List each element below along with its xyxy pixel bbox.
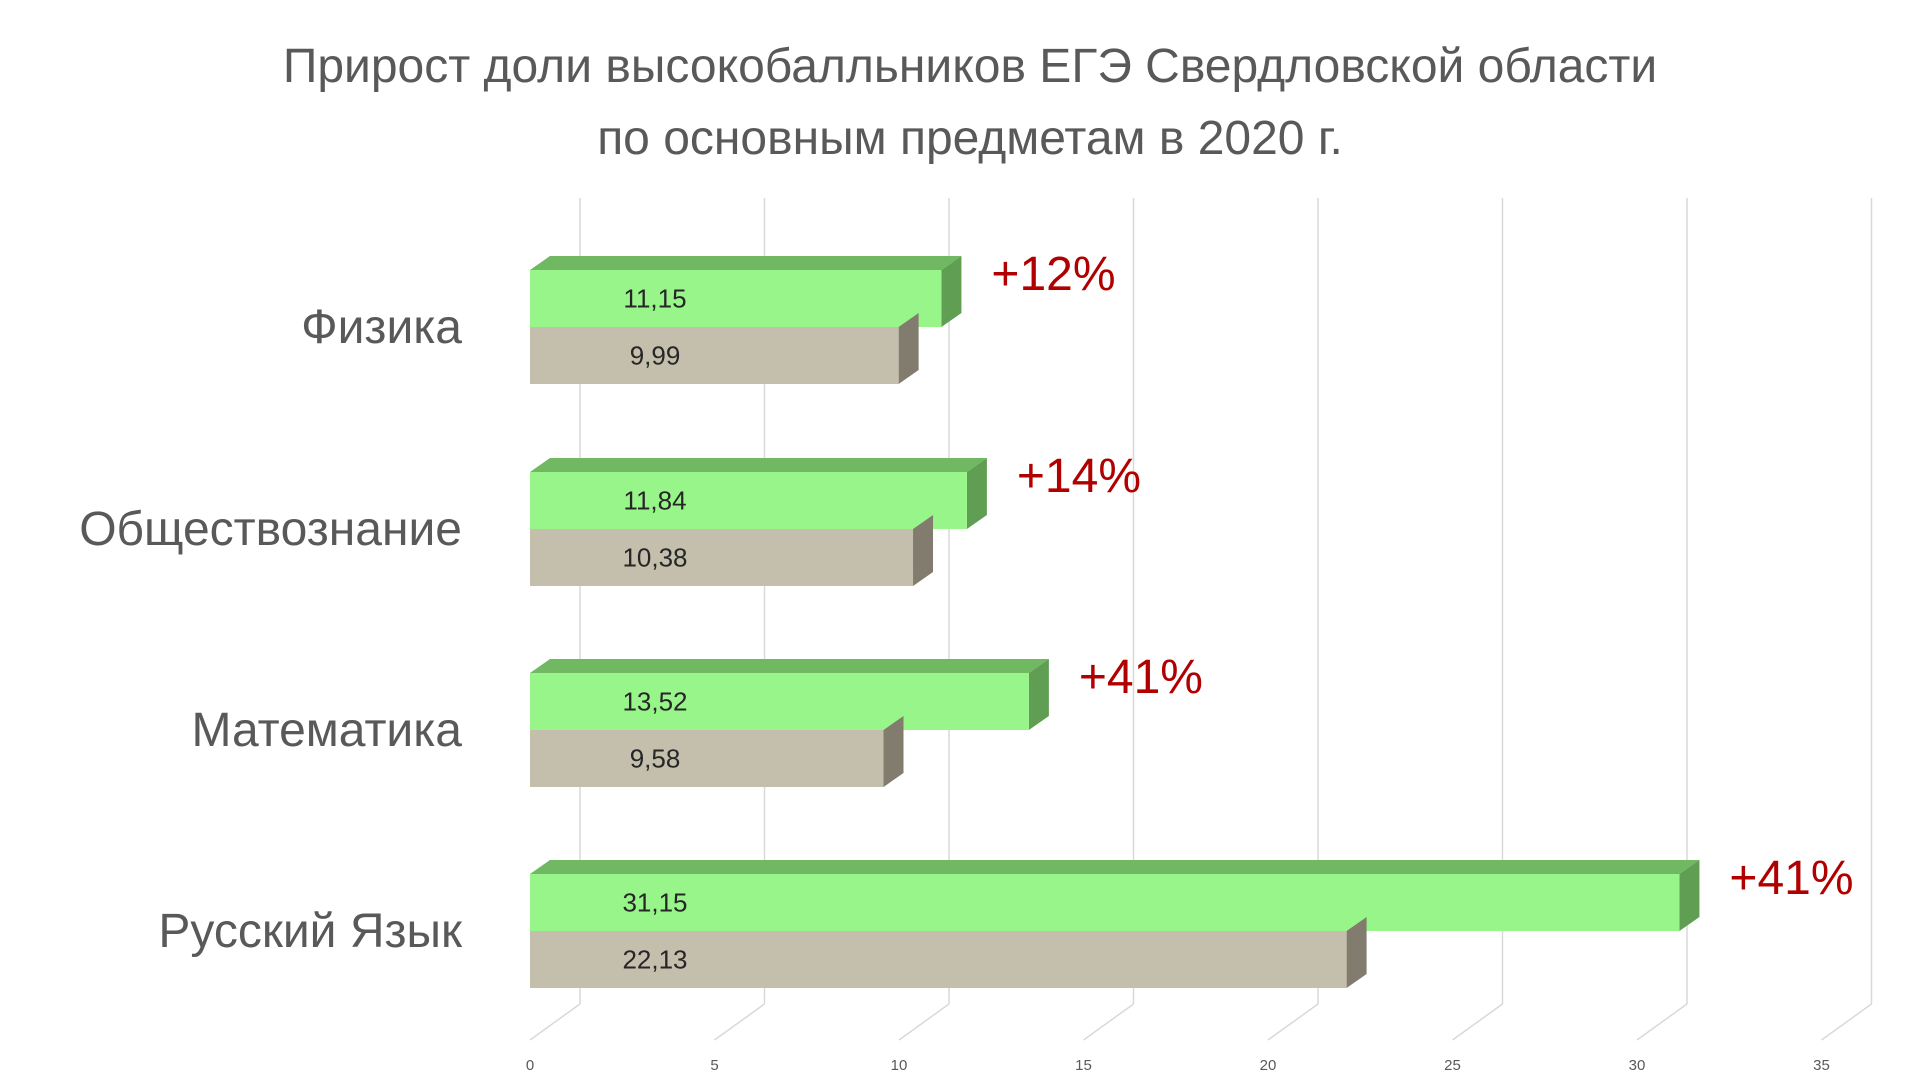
growth-label: +41% bbox=[1729, 852, 1853, 905]
category-label: Математика bbox=[192, 704, 463, 757]
labels: 0 5 10 15 20 25 30 35 11,15 9,99 Физика +12% 11,84 10… bbox=[79, 248, 1853, 1074]
bar-data-label: 11,84 bbox=[623, 486, 686, 516]
bar-top-face bbox=[530, 860, 1700, 874]
bar-2-series-1 bbox=[530, 716, 904, 787]
bar-side-face bbox=[1346, 917, 1367, 988]
bar-0-series-1 bbox=[530, 313, 919, 384]
bar-2-series-0 bbox=[530, 659, 1049, 730]
bar-side-face bbox=[1679, 860, 1700, 931]
bar-top-face bbox=[530, 659, 1049, 673]
bar-data-label: 10,38 bbox=[622, 543, 687, 573]
gridline-depth bbox=[1083, 1003, 1134, 1041]
growth-label: +41% bbox=[1079, 651, 1203, 704]
bar-side-face bbox=[883, 716, 904, 787]
x-tick-label: 30 bbox=[1629, 1057, 1646, 1074]
bar-data-label: 22,13 bbox=[622, 945, 687, 975]
category-label: Обществознание bbox=[79, 503, 462, 556]
bar-front-face bbox=[530, 874, 1680, 931]
bar-side-face bbox=[941, 256, 962, 327]
bar-side-face bbox=[1028, 659, 1049, 730]
bars bbox=[530, 256, 1700, 988]
gridline-depth bbox=[1636, 1003, 1688, 1041]
x-tick-label: 25 bbox=[1444, 1057, 1461, 1074]
growth-label: +12% bbox=[991, 248, 1115, 301]
bar-data-label: 11,15 bbox=[623, 284, 686, 314]
bar-data-label: 9,58 bbox=[630, 744, 681, 774]
x-tick-label: 5 bbox=[710, 1057, 718, 1074]
bar-side-face bbox=[913, 515, 934, 586]
bar-side-face bbox=[966, 458, 987, 529]
x-tick-label: 35 bbox=[1813, 1057, 1830, 1074]
x-tick-label: 20 bbox=[1260, 1057, 1277, 1074]
category-label: Русский Язык bbox=[158, 905, 463, 958]
gridline-depth bbox=[1452, 1003, 1503, 1041]
x-tick-label: 10 bbox=[891, 1057, 908, 1074]
bar-side-face bbox=[898, 313, 919, 384]
category-label: Физика bbox=[301, 301, 462, 354]
gridline-depth bbox=[898, 1003, 950, 1041]
bar-top-face bbox=[530, 458, 987, 472]
gridline-depth bbox=[529, 1003, 581, 1041]
bar-front-face bbox=[530, 730, 884, 787]
bar-top-face bbox=[530, 256, 962, 270]
bar-front-face bbox=[530, 472, 967, 529]
bar-data-label: 31,15 bbox=[622, 888, 687, 918]
bar-front-face bbox=[530, 529, 914, 586]
growth-label: +14% bbox=[1017, 450, 1141, 503]
gridline-depth bbox=[1821, 1003, 1872, 1041]
gridline-depth bbox=[714, 1003, 765, 1041]
bar-data-label: 13,52 bbox=[622, 687, 687, 717]
bar-front-face bbox=[530, 673, 1029, 730]
bar-0-series-0 bbox=[530, 256, 962, 327]
bar-front-face bbox=[530, 931, 1347, 988]
bar-3-series-0 bbox=[530, 860, 1700, 931]
x-tick-label: 15 bbox=[1075, 1057, 1092, 1074]
gridline-depth bbox=[1267, 1003, 1319, 1041]
bar-1-series-1 bbox=[530, 515, 934, 586]
bar-front-face bbox=[530, 327, 899, 384]
bar-1-series-0 bbox=[530, 458, 987, 529]
bar-front-face bbox=[530, 270, 942, 327]
bar-3-series-1 bbox=[530, 917, 1367, 988]
chart-title: Прирост доли высокобалльников ЕГЭ Свердл… bbox=[283, 40, 1657, 93]
x-tick-label: 0 bbox=[526, 1057, 534, 1074]
chart-subtitle: по основным предметам в 2020 г. bbox=[597, 112, 1343, 165]
bar-data-label: 9,99 bbox=[630, 341, 681, 371]
